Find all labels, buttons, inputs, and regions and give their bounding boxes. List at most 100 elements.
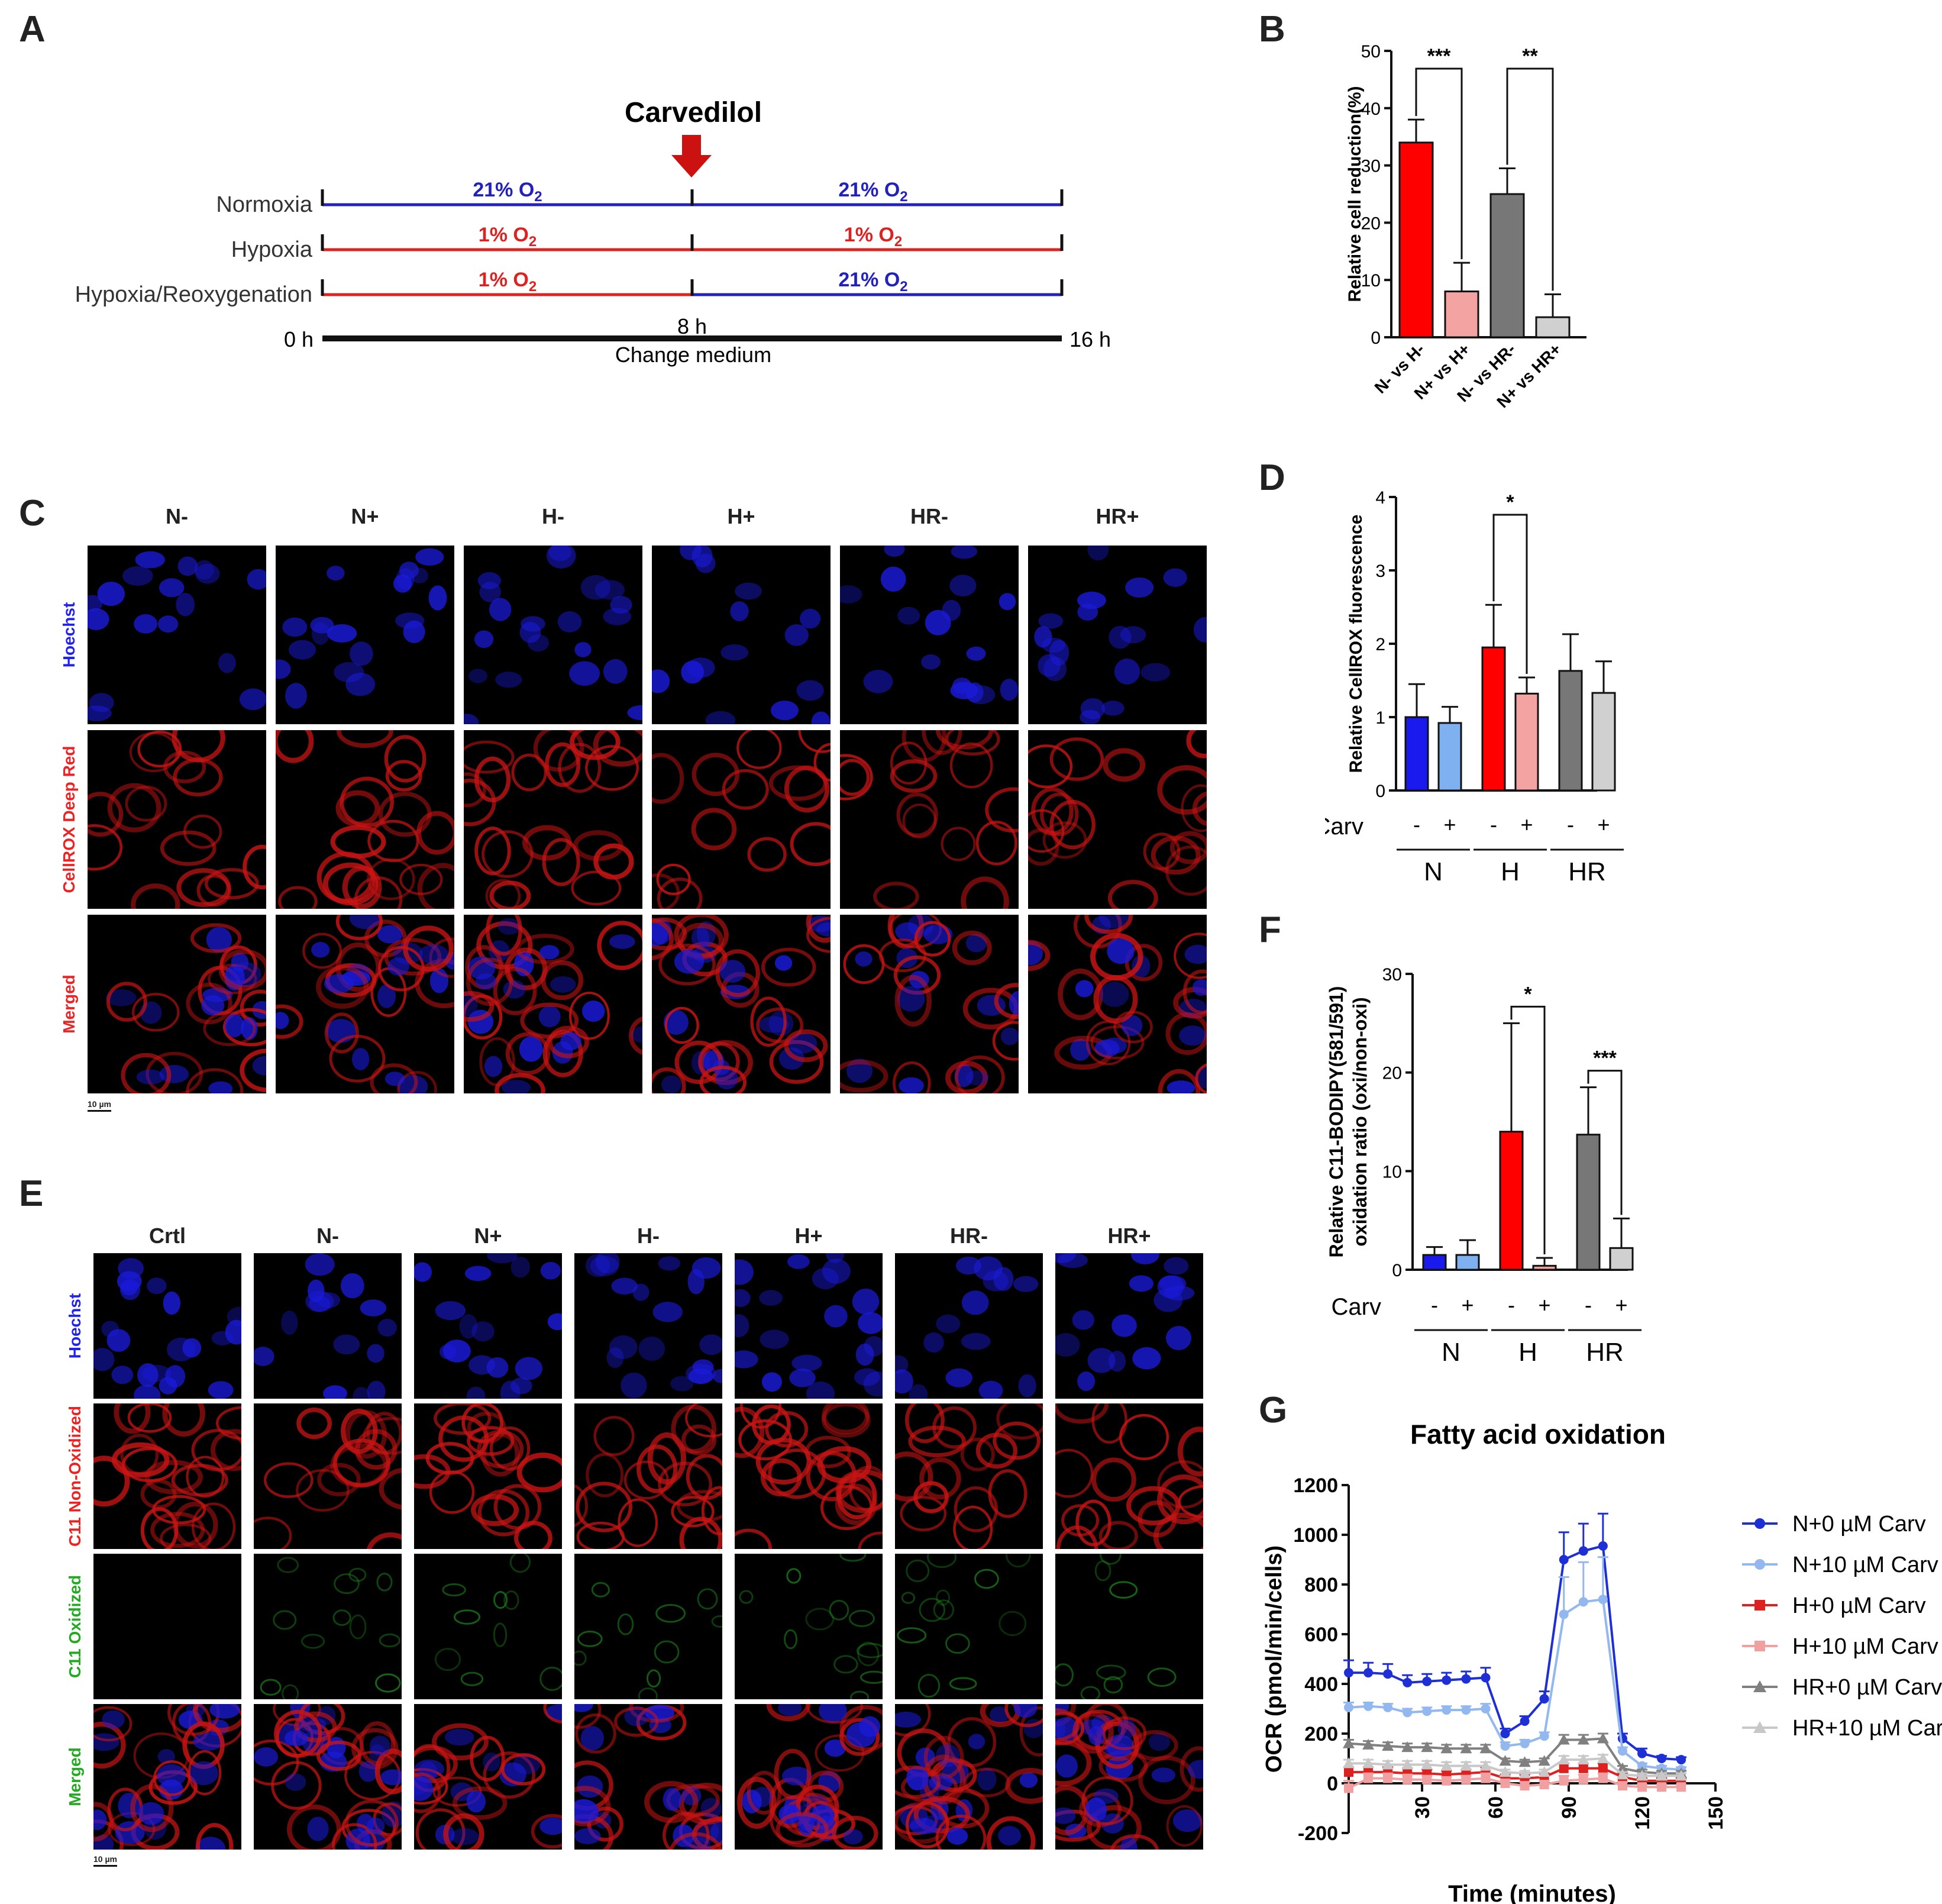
y-tick-label: 30 — [1361, 157, 1381, 176]
data-point — [1442, 1675, 1452, 1685]
data-point — [1558, 1754, 1570, 1765]
micrograph-tile — [735, 1403, 883, 1549]
significance-label: * — [1506, 491, 1514, 514]
data-point — [1597, 1753, 1609, 1763]
treatment-sign: + — [1520, 812, 1533, 837]
data-point — [1518, 1767, 1531, 1779]
data-point — [1657, 1754, 1667, 1763]
micrograph-image — [276, 730, 454, 909]
column-label: N- — [316, 1224, 339, 1248]
data-point — [1422, 1774, 1432, 1784]
column-label: HR- — [950, 1224, 988, 1248]
data-point — [1754, 1641, 1765, 1651]
group-label: HR — [1568, 857, 1606, 886]
micrograph-image — [414, 1704, 562, 1850]
treatment-sign: - — [1431, 1293, 1438, 1317]
significance-bracket — [1587, 1070, 1623, 1215]
data-point — [1577, 1734, 1589, 1745]
column-label: HR+ — [1107, 1224, 1151, 1248]
data-point — [1559, 1776, 1569, 1786]
micrograph-image — [1055, 1253, 1195, 1392]
micrograph-tile — [414, 1704, 562, 1850]
y-tick-label: 1200 — [1293, 1474, 1338, 1497]
bar — [1404, 716, 1429, 792]
y-tick-label: 0 — [1375, 782, 1385, 801]
data-point — [1500, 1779, 1510, 1788]
bar — [1437, 722, 1462, 792]
y-tick-label: 600 — [1304, 1624, 1338, 1646]
panel-a-schematic: Carvedilol Normoxia 21% O2 21% O2 Hypoxi… — [75, 97, 1111, 367]
micrograph-tile — [652, 915, 831, 1093]
micrograph-tile — [895, 1253, 1043, 1399]
group-label: HR — [1586, 1338, 1624, 1367]
hr-left-o2: 1% O2 — [479, 269, 537, 295]
column-label: N+ — [474, 1224, 502, 1248]
group-label: H — [1518, 1338, 1537, 1367]
row-label-hr: Hypoxia/Reoxygenation — [75, 282, 312, 307]
hypoxia-row: Hypoxia 1% O2 1% O2 — [231, 224, 1064, 262]
y-tick-label: 0 — [1327, 1773, 1338, 1795]
group-label: N — [1442, 1338, 1460, 1367]
significance-label: ** — [1522, 45, 1538, 67]
column-label: HR+ — [1096, 504, 1139, 528]
series-4 — [1343, 1732, 1688, 1779]
data-point — [1403, 1708, 1413, 1718]
bar — [1422, 1254, 1447, 1271]
bar — [1444, 291, 1479, 338]
micrograph-image — [840, 546, 1019, 705]
micrograph-tile — [276, 546, 454, 724]
bar — [1499, 1131, 1524, 1271]
micrograph-tile — [840, 546, 1019, 724]
data-point — [1520, 1738, 1530, 1748]
micrograph-tile — [254, 1253, 402, 1399]
y-axis-label: Relative CellROX fluorescence — [1346, 515, 1366, 773]
micrograph-tile — [464, 915, 642, 1093]
micrograph-image — [652, 546, 831, 724]
data-point — [1520, 1781, 1530, 1791]
data-point — [1539, 1780, 1549, 1790]
data-point — [1382, 1740, 1394, 1751]
micrograph-image — [895, 1403, 1043, 1549]
treatment-sign: + — [1443, 812, 1456, 837]
data-point — [1481, 1673, 1491, 1683]
legend-entry: H+0 µM Carv — [1742, 1593, 1926, 1618]
micrograph-tile — [735, 1253, 883, 1399]
micrograph-image — [105, 923, 266, 1093]
row-label: CellROX Deep Red — [60, 746, 78, 893]
micrograph-image — [652, 915, 831, 1093]
row-label: Hoechst — [66, 1293, 84, 1359]
micrograph-tile — [895, 1704, 1043, 1850]
micrograph-tile — [1055, 1403, 1203, 1549]
data-point — [1578, 1774, 1588, 1784]
hypoxia-right-o2: 1% O2 — [844, 224, 902, 250]
micrograph-tile — [1028, 546, 1207, 724]
micrograph-image — [254, 1704, 402, 1850]
micrograph-image — [574, 1403, 722, 1549]
legend-entry: HR+10 µM Carv — [1742, 1716, 1942, 1741]
x-tick-label: 150 — [1705, 1796, 1727, 1830]
series-1 — [1343, 1556, 1687, 1774]
treatment-sign: - — [1490, 812, 1497, 837]
bar — [1489, 193, 1525, 338]
data-point — [1559, 1555, 1569, 1564]
data-point — [1421, 1741, 1433, 1753]
micrograph-image — [735, 1403, 883, 1549]
data-point — [1636, 1770, 1648, 1781]
y-tick-label: 10 — [1361, 271, 1381, 291]
data-point — [1539, 1731, 1549, 1741]
time-start: 0 h — [284, 327, 314, 351]
micrograph-tile — [1028, 730, 1207, 909]
panel-label-a: A — [19, 9, 46, 50]
micrograph-image — [1028, 730, 1207, 909]
data-point — [1440, 1742, 1453, 1754]
column-label: HR- — [910, 504, 948, 528]
micrograph-image — [464, 546, 642, 724]
micrograph-tile — [574, 1253, 722, 1399]
data-point — [1422, 1706, 1432, 1716]
bar — [1514, 692, 1539, 792]
y-tick-label: 1000 — [1293, 1524, 1338, 1547]
data-point — [1499, 1766, 1511, 1777]
data-point — [1461, 1705, 1471, 1715]
column-label: N+ — [351, 504, 379, 528]
